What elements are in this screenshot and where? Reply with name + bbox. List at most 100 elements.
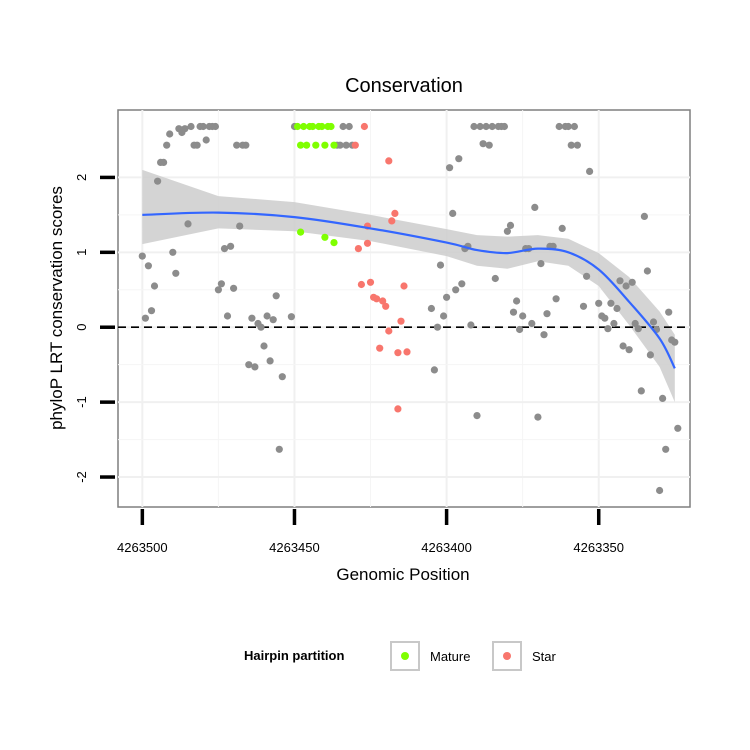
point-star — [360, 122, 368, 131]
point-other — [150, 282, 159, 290]
point-star — [400, 282, 408, 290]
point-other — [513, 297, 521, 305]
point-other — [446, 164, 454, 172]
point-star — [363, 239, 372, 247]
point-other — [634, 325, 642, 333]
point-other — [500, 122, 508, 131]
point-star — [376, 344, 384, 352]
point-star — [351, 141, 359, 149]
point-other — [570, 122, 579, 131]
point-other — [543, 310, 551, 318]
x-tick-label: 4263450 — [269, 540, 320, 555]
y-tick-label: 1 — [74, 249, 89, 256]
point-other — [485, 141, 493, 149]
point-mature — [321, 141, 329, 149]
point-other — [169, 248, 177, 256]
point-other — [540, 331, 548, 339]
point-other — [217, 280, 225, 288]
point-other — [257, 323, 265, 331]
point-other — [345, 122, 353, 131]
point-other — [628, 278, 636, 286]
point-mature — [303, 141, 311, 149]
plot-panel — [117, 109, 691, 508]
point-other — [662, 445, 670, 453]
point-other — [616, 277, 624, 285]
point-other — [172, 269, 180, 277]
point-other — [342, 141, 350, 149]
point-mature — [318, 122, 326, 131]
point-other — [443, 293, 451, 301]
legend-label-mature: Mature — [430, 649, 471, 664]
point-other — [275, 445, 283, 453]
point-other — [455, 155, 463, 163]
point-other — [242, 141, 250, 149]
point-other — [248, 314, 256, 322]
point-other — [619, 342, 627, 350]
point-other — [555, 122, 563, 131]
point-other — [440, 312, 448, 320]
point-other — [336, 141, 344, 149]
legend-dot-mature — [401, 652, 409, 660]
point-other — [141, 314, 149, 322]
point-other — [147, 307, 156, 315]
point-other — [671, 338, 679, 346]
point-other — [233, 141, 241, 149]
point-other — [656, 486, 664, 495]
point-star — [388, 217, 396, 225]
point-mature — [312, 141, 320, 149]
point-other — [531, 203, 539, 211]
point-other — [473, 412, 481, 420]
point-other — [643, 267, 652, 275]
point-other — [236, 222, 244, 230]
point-other — [491, 274, 499, 283]
point-other — [287, 313, 295, 321]
point-other — [476, 122, 484, 131]
point-other — [202, 136, 210, 144]
smooth-curve — [142, 211, 676, 369]
point-other — [607, 299, 615, 307]
point-other — [604, 325, 612, 333]
point-mature — [309, 122, 317, 131]
point-other — [558, 224, 566, 232]
point-other — [674, 424, 682, 432]
point-other — [579, 302, 588, 310]
point-other — [266, 357, 274, 365]
point-other — [230, 284, 238, 292]
point-other — [479, 140, 487, 148]
point-other — [586, 167, 594, 175]
smooth-line — [142, 211, 676, 369]
point-other — [625, 346, 633, 354]
point-other — [649, 318, 658, 326]
point-other — [223, 312, 232, 320]
point-other — [278, 373, 286, 381]
point-other — [537, 260, 545, 268]
data-points — [138, 122, 682, 495]
legend-key-mature — [390, 641, 420, 671]
point-other — [245, 361, 253, 369]
point-mature — [300, 122, 308, 131]
y-tick-label: 0 — [74, 324, 89, 331]
x-tick-label: 4263350 — [573, 540, 624, 555]
point-other — [534, 413, 542, 421]
point-other — [214, 286, 222, 294]
point-mature — [293, 122, 302, 131]
x-axis: 4263500 4263450 4263400 4263350 — [117, 509, 624, 555]
point-other — [187, 122, 195, 131]
point-star — [379, 297, 387, 305]
point-other — [506, 221, 515, 229]
y-axis-title: phyloP LRT conservation scores — [47, 186, 66, 430]
point-other — [211, 122, 219, 131]
point-other — [665, 308, 673, 316]
point-mature — [297, 141, 305, 149]
point-other — [470, 122, 478, 131]
point-other — [220, 245, 229, 253]
y-tick-label: 2 — [74, 174, 89, 181]
point-other — [610, 319, 618, 328]
point-other — [193, 141, 201, 149]
point-other — [528, 319, 536, 328]
point-other — [184, 220, 192, 228]
point-other — [181, 125, 189, 133]
point-other — [564, 122, 572, 131]
point-other — [251, 363, 259, 371]
